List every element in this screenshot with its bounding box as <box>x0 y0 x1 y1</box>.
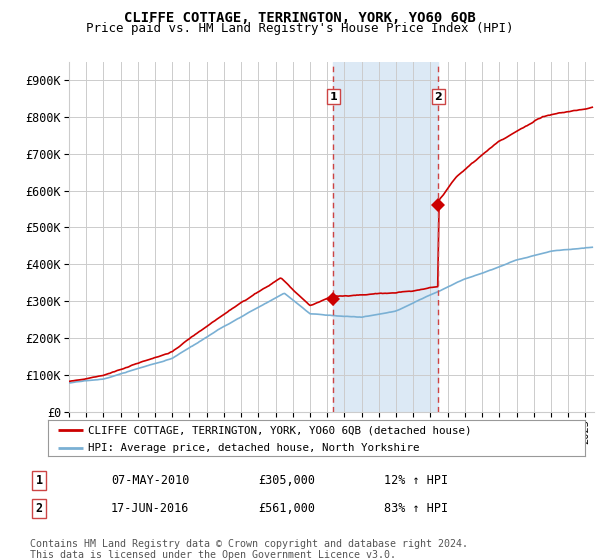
Text: £561,000: £561,000 <box>258 502 315 515</box>
Text: 1: 1 <box>329 92 337 101</box>
Text: HPI: Average price, detached house, North Yorkshire: HPI: Average price, detached house, Nort… <box>88 444 420 454</box>
Text: 83% ↑ HPI: 83% ↑ HPI <box>384 502 448 515</box>
Text: 2: 2 <box>434 92 442 101</box>
Text: £305,000: £305,000 <box>258 474 315 487</box>
Text: 17-JUN-2016: 17-JUN-2016 <box>111 502 190 515</box>
Text: 07-MAY-2010: 07-MAY-2010 <box>111 474 190 487</box>
Text: Contains HM Land Registry data © Crown copyright and database right 2024.
This d: Contains HM Land Registry data © Crown c… <box>30 539 468 560</box>
Text: 12% ↑ HPI: 12% ↑ HPI <box>384 474 448 487</box>
Text: CLIFFE COTTAGE, TERRINGTON, YORK, YO60 6QB (detached house): CLIFFE COTTAGE, TERRINGTON, YORK, YO60 6… <box>88 425 472 435</box>
Text: 1: 1 <box>35 474 43 487</box>
Text: 2: 2 <box>35 502 43 515</box>
Bar <box>334 62 439 412</box>
Text: CLIFFE COTTAGE, TERRINGTON, YORK, YO60 6QB: CLIFFE COTTAGE, TERRINGTON, YORK, YO60 6… <box>124 11 476 25</box>
Text: Price paid vs. HM Land Registry's House Price Index (HPI): Price paid vs. HM Land Registry's House … <box>86 22 514 35</box>
